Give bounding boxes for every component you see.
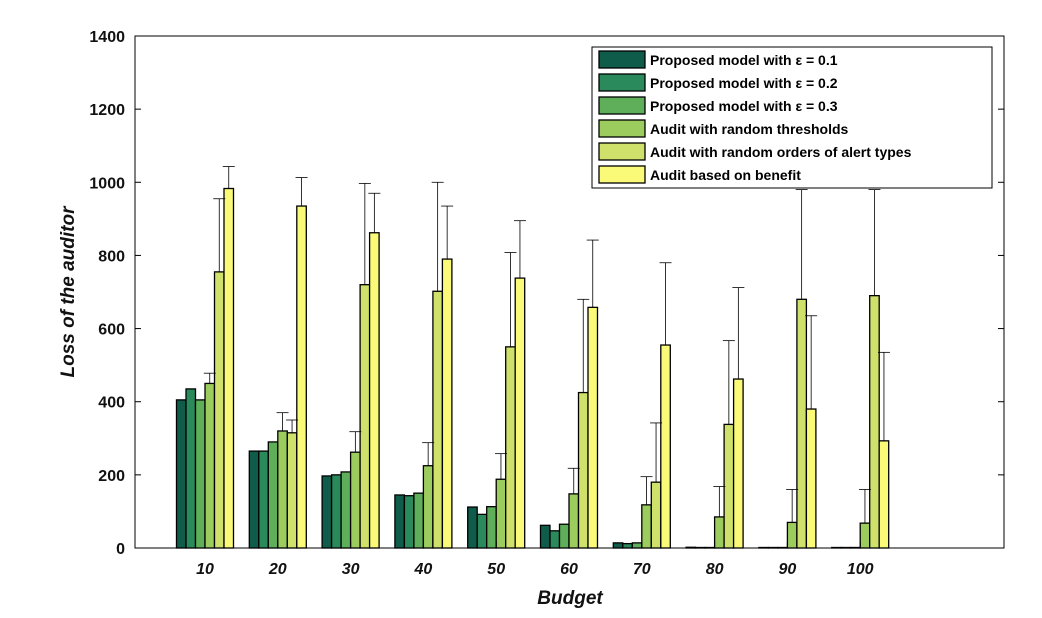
bar-1-10 xyxy=(175,399,187,549)
bar-2-90 xyxy=(767,546,779,549)
x-tick-label-40: 40 xyxy=(414,561,433,578)
bar-2-60 xyxy=(549,530,561,549)
bar-2-30 xyxy=(330,474,342,549)
y-tick-label: 800 xyxy=(98,248,125,265)
bar-2-10 xyxy=(185,388,197,549)
bar-1-90 xyxy=(758,546,770,549)
x-axis-title: Budget xyxy=(537,588,603,609)
bar-2-20 xyxy=(258,450,269,549)
legend-swatch-6 xyxy=(598,165,646,184)
bar-3-30 xyxy=(340,471,352,549)
x-tick-label-80: 80 xyxy=(706,561,724,578)
x-tick-label-100: 100 xyxy=(847,561,874,578)
bar-5-100 xyxy=(869,295,880,549)
bar-2-50 xyxy=(476,513,488,549)
legend-label-1: Proposed model with ε = 0.1 xyxy=(650,52,838,68)
bar-3-60 xyxy=(558,523,570,549)
x-tick-label-60: 60 xyxy=(560,561,578,578)
bar-4-70 xyxy=(641,504,652,549)
y-tick-label: 1200 xyxy=(89,102,125,119)
bar-4-50 xyxy=(495,478,507,549)
bar-1-70 xyxy=(612,542,624,549)
bar-6-10 xyxy=(223,187,235,549)
bar-1-100 xyxy=(831,546,842,549)
y-tick-label: 1000 xyxy=(89,175,125,192)
bar-5-70 xyxy=(650,481,662,549)
bar-1-40 xyxy=(394,494,406,549)
y-tick-label: 200 xyxy=(98,468,125,485)
x-tick-label-50: 50 xyxy=(487,561,505,578)
x-axis: 10 20 30 40 50 60 70 80 90 100 xyxy=(196,542,874,578)
bar-5-60 xyxy=(577,391,589,549)
error-bars-group xyxy=(203,166,890,524)
bar-6-40 xyxy=(441,258,453,549)
bar-5-40 xyxy=(432,290,444,549)
bar-2-100 xyxy=(840,546,852,549)
x-tick-label-30: 30 xyxy=(342,561,360,578)
bar-3-90 xyxy=(777,546,789,549)
y-tick-label: 1400 xyxy=(89,29,125,46)
y-axis: 0 200 400 600 800 1000 1200 1400 xyxy=(89,29,1004,558)
bar-6-60 xyxy=(587,306,599,549)
legend-swatch-1 xyxy=(598,50,646,69)
legend-label-4: Audit with random thresholds xyxy=(650,121,849,137)
bar-6-100 xyxy=(878,440,890,549)
bar-6-30 xyxy=(368,232,380,549)
x-tick-label-20: 20 xyxy=(268,561,287,578)
legend-swatch-4 xyxy=(598,119,646,138)
bar-4-90 xyxy=(786,521,798,549)
y-axis-title: Loss of the auditor xyxy=(58,205,79,378)
legend-label-6: Audit based on benefit xyxy=(650,167,801,183)
bar-4-80 xyxy=(713,516,725,549)
bar-4-40 xyxy=(422,465,434,549)
bar-3-20 xyxy=(267,441,279,549)
bar-5-90 xyxy=(796,298,808,549)
bar-6-20 xyxy=(296,205,307,549)
legend-label-2: Proposed model with ε = 0.2 xyxy=(650,75,838,91)
legend-swatch-2 xyxy=(598,73,646,92)
bar-2-80 xyxy=(694,546,706,549)
legend-swatch-3 xyxy=(598,96,646,115)
legend: Proposed model with ε = 0.1 Proposed mode… xyxy=(591,46,993,189)
bar-1-80 xyxy=(685,546,697,549)
bar-5-80 xyxy=(723,423,735,549)
bar-1-60 xyxy=(539,524,551,549)
x-tick-label-10: 10 xyxy=(196,561,214,578)
bar-3-100 xyxy=(850,546,861,549)
bar-3-50 xyxy=(486,506,497,549)
bar-4-30 xyxy=(349,451,361,549)
bar-2-70 xyxy=(622,542,633,549)
bar-5-10 xyxy=(213,271,225,549)
bar-4-20 xyxy=(277,430,288,549)
bar-3-40 xyxy=(413,492,425,549)
bar-5-20 xyxy=(286,432,298,549)
y-tick-label: 400 xyxy=(98,395,125,412)
bar-5-50 xyxy=(505,346,516,549)
legend-swatch-5 xyxy=(598,142,646,161)
y-tick-label: 0 xyxy=(116,541,125,558)
bar-5-30 xyxy=(359,284,371,549)
legend-label-3: Proposed model with ε = 0.3 xyxy=(650,98,838,114)
bar-6-70 xyxy=(660,344,671,549)
bar-6-50 xyxy=(514,277,526,549)
x-tick-label-70: 70 xyxy=(633,561,651,578)
bars-group xyxy=(175,187,890,549)
bar-3-70 xyxy=(631,542,643,549)
bar-4-60 xyxy=(568,493,580,549)
y-tick-label: 600 xyxy=(98,322,125,339)
bar-6-80 xyxy=(732,378,744,549)
bar-2-40 xyxy=(403,495,415,549)
bar-6-90 xyxy=(805,408,817,549)
bar-1-20 xyxy=(248,450,260,549)
bar-4-100 xyxy=(859,522,871,549)
x-tick-label-90: 90 xyxy=(779,561,797,578)
bar-4-10 xyxy=(204,382,216,549)
bar-1-30 xyxy=(321,475,333,549)
bar-1-50 xyxy=(467,506,478,549)
bar-3-80 xyxy=(704,546,716,549)
legend-box xyxy=(591,46,993,189)
bar-3-10 xyxy=(194,399,206,549)
legend-label-5: Audit with random orders of alert types xyxy=(650,144,912,160)
